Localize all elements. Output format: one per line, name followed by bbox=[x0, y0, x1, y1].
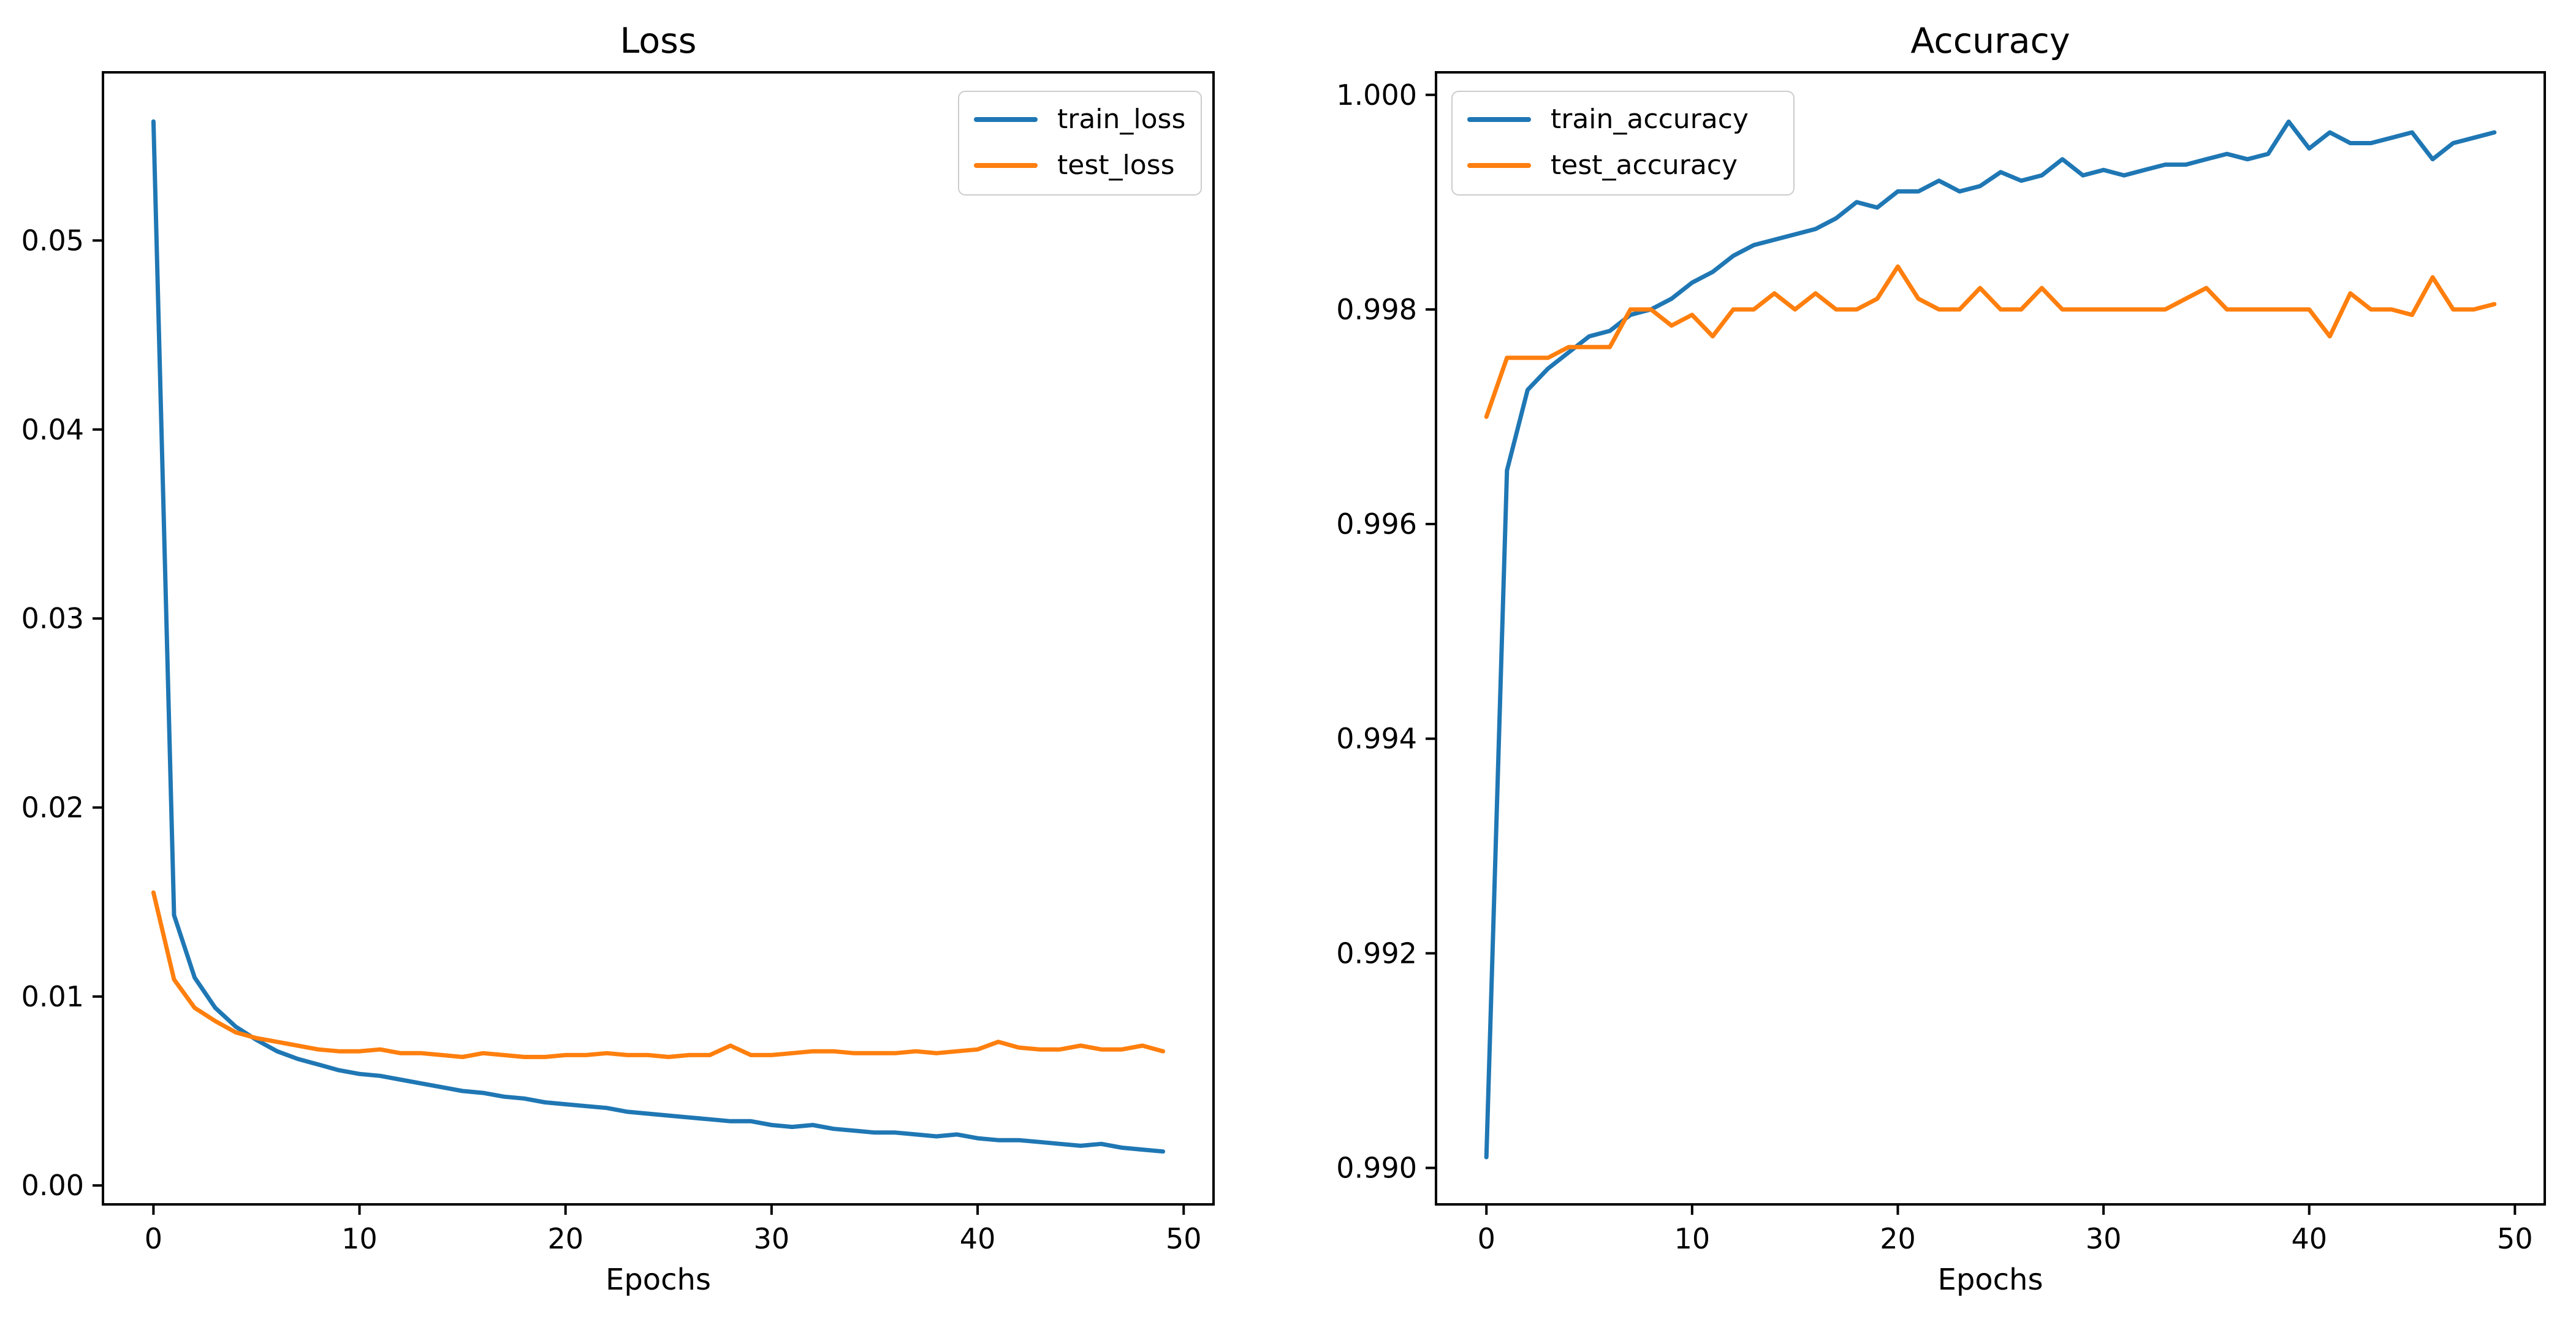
test_accuracy-line bbox=[1484, 264, 2497, 419]
legend-item-train-loss: train_loss bbox=[974, 104, 1186, 135]
test-accuracy-line-swatch bbox=[1467, 162, 1531, 168]
y-tick-label: 0.02 bbox=[21, 791, 84, 824]
y-tick-label: 0.00 bbox=[21, 1169, 84, 1202]
accuracy-plot-title: Accuracy bbox=[1910, 21, 2070, 61]
loss-legend: train_loss test_loss bbox=[958, 91, 1202, 196]
x-tick-label: 10 bbox=[1674, 1222, 1711, 1255]
y-tick-label: 0.990 bbox=[1336, 1151, 1417, 1184]
legend-item-train-accuracy: train_accuracy bbox=[1467, 104, 1775, 135]
train-loss-line-swatch bbox=[974, 117, 1038, 123]
y-tick-label: 0.992 bbox=[1336, 937, 1417, 970]
y-tick-label: 1.000 bbox=[1336, 78, 1417, 112]
loss-plot-title: Loss bbox=[620, 21, 697, 61]
accuracy-xaxis-label: Epochs bbox=[1937, 1263, 2043, 1297]
loss-xaxis-label: Epochs bbox=[606, 1263, 711, 1297]
y-tick-label: 0.05 bbox=[21, 224, 84, 257]
test_loss-line bbox=[151, 890, 1166, 1059]
x-tick-label: 40 bbox=[2291, 1222, 2327, 1255]
legend-label-test-loss: test_loss bbox=[1057, 149, 1175, 181]
axes-spines bbox=[1435, 71, 2546, 1206]
accuracy-legend: train_accuracy test_accuracy bbox=[1451, 91, 1795, 196]
x-tick-label: 20 bbox=[547, 1222, 583, 1255]
x-tick-label: 40 bbox=[960, 1222, 996, 1255]
x-tick-label: 30 bbox=[2086, 1222, 2122, 1255]
legend-label-train-accuracy: train_accuracy bbox=[1551, 104, 1749, 135]
axes-spines bbox=[102, 71, 1215, 1206]
legend-item-test-loss: test_loss bbox=[974, 150, 1182, 181]
legend-label-test-accuracy: test_accuracy bbox=[1551, 149, 1738, 181]
legend-item-test-accuracy: test_accuracy bbox=[1467, 150, 1775, 181]
train_accuracy-line bbox=[1484, 120, 2497, 1160]
y-tick-label: 0.01 bbox=[21, 980, 84, 1013]
legend-label-train-loss: train_loss bbox=[1057, 104, 1186, 135]
y-tick-label: 0.04 bbox=[21, 413, 84, 446]
y-tick-label: 0.998 bbox=[1336, 293, 1417, 326]
x-tick-label: 20 bbox=[1880, 1222, 1916, 1255]
y-tick-label: 0.996 bbox=[1336, 507, 1417, 541]
train-accuracy-line-swatch bbox=[1467, 117, 1531, 123]
x-tick-label: 30 bbox=[754, 1222, 790, 1255]
x-tick-label: 0 bbox=[1478, 1222, 1495, 1255]
x-tick-label: 50 bbox=[1166, 1222, 1202, 1255]
x-tick-label: 50 bbox=[2497, 1222, 2533, 1255]
x-tick-label: 10 bbox=[341, 1222, 378, 1255]
test-loss-line-swatch bbox=[974, 162, 1038, 168]
accuracy-plot: 0 10 20 30 40 50 0.990 0.992 0.994 0.996 0.998 1.00… bbox=[1336, 71, 2546, 1255]
train_loss-line bbox=[151, 119, 1166, 1154]
loss-plot: 0 10 20 30 40 50 0.00 0.01 0.02 0.03 0.04 0.05 bbox=[21, 71, 1215, 1255]
y-tick-label: 0.994 bbox=[1336, 722, 1417, 755]
x-tick-label: 0 bbox=[145, 1222, 162, 1255]
y-tick-label: 0.03 bbox=[21, 602, 84, 635]
